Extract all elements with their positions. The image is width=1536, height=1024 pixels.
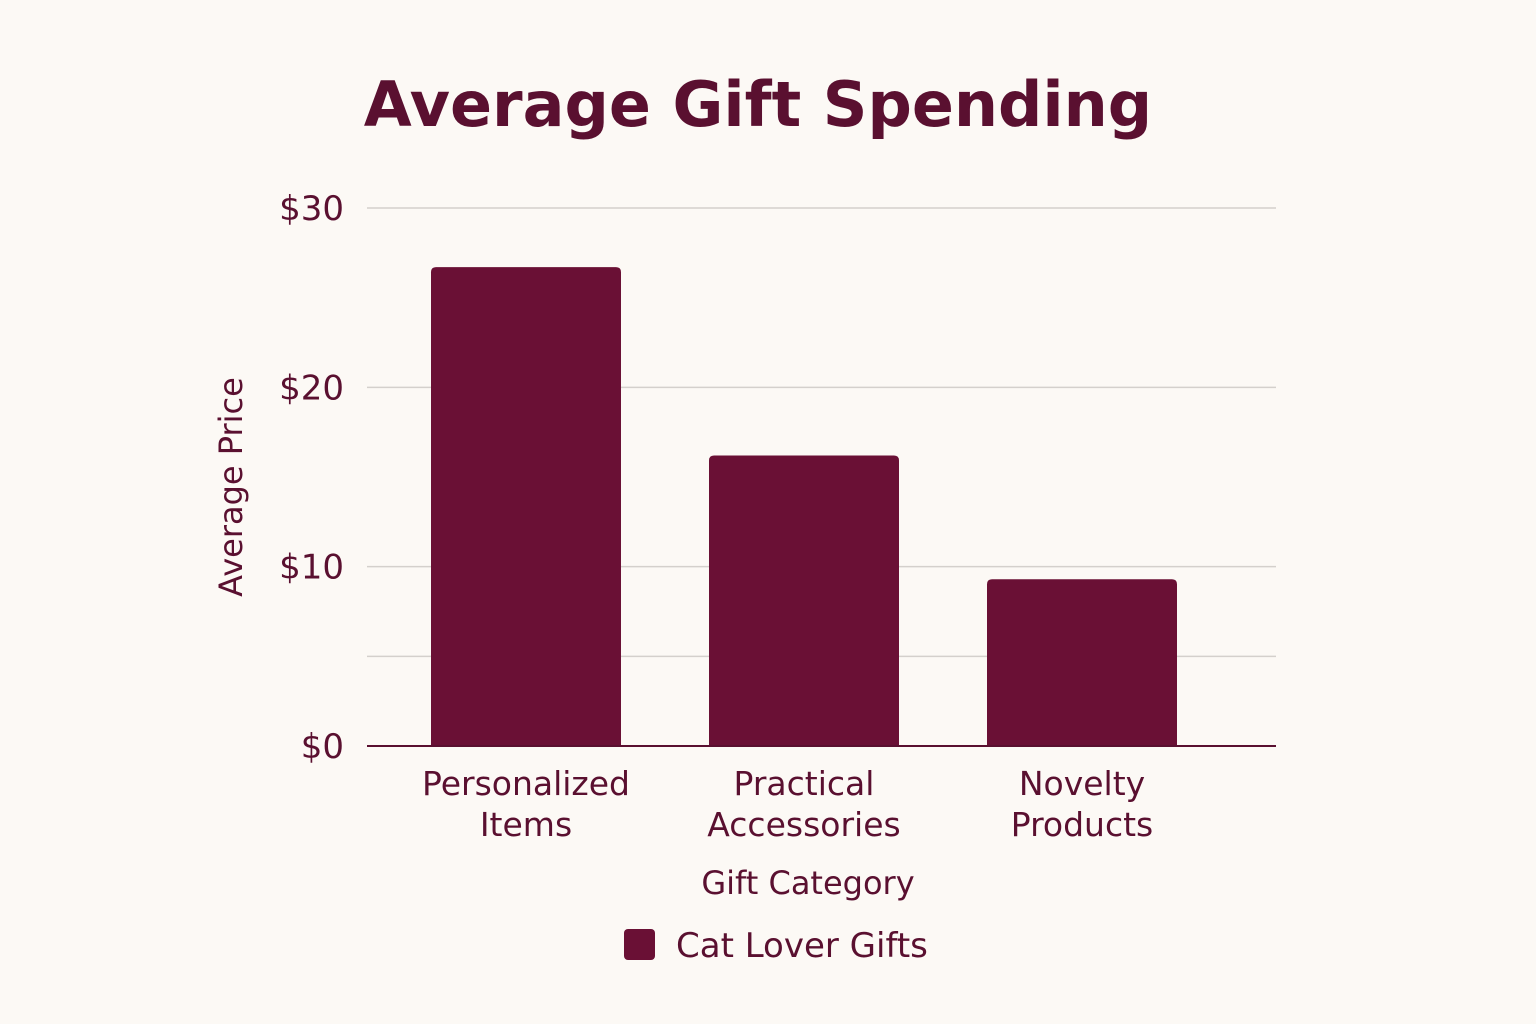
x-category-label: Products: [1011, 805, 1154, 844]
x-category-label: Novelty: [1019, 764, 1145, 803]
chart-title: Average Gift Spending: [364, 68, 1152, 141]
y-tick-label: $0: [301, 727, 344, 767]
x-category-label: Personalized: [422, 764, 630, 803]
legend-swatch: [624, 929, 655, 960]
legend-label: Cat Lover Gifts: [676, 926, 928, 966]
legend: Cat Lover Gifts: [624, 926, 928, 966]
x-category-label: Practical: [734, 764, 875, 803]
y-tick-label: $20: [279, 368, 344, 408]
x-category-label: Items: [480, 805, 572, 844]
y-tick-label: $10: [279, 548, 344, 588]
bar-1: [709, 455, 899, 746]
y-axis-title: Average Price: [212, 377, 250, 597]
bars: [431, 267, 1177, 746]
bar-0: [431, 267, 621, 746]
x-axis-title: Gift Category: [701, 864, 914, 902]
bar-2: [987, 579, 1177, 746]
x-category-label: Accessories: [707, 805, 900, 844]
y-tick-labels: $0 $10 $20 $30: [279, 189, 344, 767]
y-tick-label: $30: [279, 189, 344, 229]
